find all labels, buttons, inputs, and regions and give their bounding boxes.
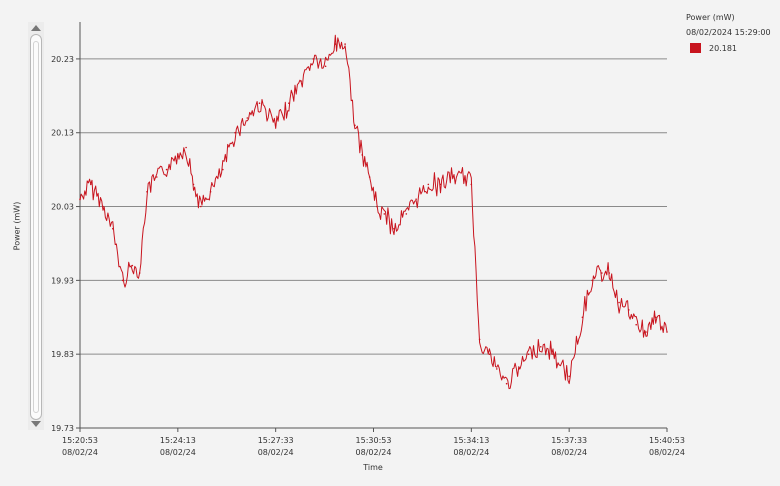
- data-point: [102, 205, 104, 208]
- tick-labels: 19.73 19.83 19.93 20.03 20.13 20.23 15:20:53 08…: [51, 55, 685, 457]
- x-tick-date-label: 08/02/24: [551, 448, 587, 457]
- data-point: [439, 183, 442, 186]
- data-point: [79, 198, 81, 200]
- y-axis-label: Power (mW): [12, 201, 22, 251]
- data-point: [666, 331, 668, 333]
- x-tick-time-label: 15:27:33: [258, 436, 294, 445]
- data-point: [312, 58, 315, 60]
- data-point: [628, 309, 630, 311]
- data-point: [608, 272, 611, 274]
- scroll-up-arrow-icon[interactable]: [31, 25, 41, 31]
- data-point: [601, 272, 603, 274]
- data-point: [368, 176, 371, 178]
- legend-value: 20.181: [709, 43, 737, 53]
- data-point: [540, 346, 542, 348]
- x-tick-time-label: 15:37:33: [551, 436, 587, 445]
- y-tick-label: 20.03: [51, 203, 74, 212]
- data-point: [383, 213, 386, 215]
- data-point: [393, 227, 395, 230]
- data-point: [505, 382, 508, 385]
- data-point: [234, 131, 236, 134]
- x-tick-date-label: 08/02/24: [649, 448, 685, 457]
- data-point: [496, 368, 498, 370]
- data-point: [478, 338, 481, 341]
- data-point: [361, 154, 364, 156]
- data-point: [138, 272, 141, 274]
- data-point: [405, 213, 408, 215]
- data-point: [581, 316, 584, 319]
- data-point: [185, 146, 187, 149]
- data-point: [246, 117, 249, 119]
- legend: Power (mW) 08/02/2024 15:29:00 20.181: [686, 13, 771, 53]
- data-point: [415, 198, 417, 200]
- x-axis-label: Time: [363, 463, 383, 472]
- x-tick-time-label: 15:20:53: [62, 436, 98, 445]
- x-tick-date-label: 08/02/24: [62, 448, 98, 457]
- y-tick-label: 19.73: [51, 424, 74, 433]
- vertical-zoom-scrollbar[interactable]: [28, 22, 44, 430]
- data-point: [209, 191, 212, 193]
- data-point: [354, 124, 356, 127]
- data-point: [222, 168, 224, 171]
- data-point: [645, 331, 647, 333]
- data-point: [376, 205, 378, 208]
- data-point: [165, 168, 168, 171]
- data-point: [131, 264, 134, 267]
- series: [79, 34, 668, 390]
- y-tick-label: 20.13: [51, 129, 74, 138]
- plot-background: [80, 22, 667, 428]
- y-tick-label: 19.93: [51, 276, 74, 285]
- legend-swatch: [690, 43, 701, 53]
- data-point: [470, 183, 473, 186]
- data-point: [288, 102, 290, 104]
- data-point: [90, 183, 92, 186]
- data-point: [121, 279, 124, 282]
- data-point: [258, 102, 261, 104]
- x-tick-time-label: 15:30:53: [356, 436, 392, 445]
- data-point: [334, 43, 337, 45]
- data-point: [552, 353, 554, 356]
- data-point: [635, 323, 637, 326]
- x-tick-date-label: 08/02/24: [258, 448, 294, 457]
- data-point: [451, 176, 454, 178]
- x-tick-time-label: 15:40:53: [649, 436, 685, 445]
- data-point: [654, 316, 657, 319]
- x-tick-time-label: 15:24:13: [160, 436, 196, 445]
- data-point: [518, 368, 520, 370]
- data-point: [112, 227, 114, 230]
- data-point: [527, 353, 530, 356]
- data-point: [618, 301, 620, 304]
- legend-timestamp: 08/02/2024 15:29:00: [686, 28, 771, 37]
- data-point: [591, 279, 593, 282]
- data-point: [200, 205, 202, 208]
- data-point: [192, 183, 195, 186]
- x-tick-time-label: 15:34:13: [453, 436, 489, 445]
- x-tick-date-label: 08/02/24: [160, 448, 196, 457]
- x-tick-date-label: 08/02/24: [356, 448, 392, 457]
- data-point: [464, 176, 466, 178]
- data-point: [427, 183, 430, 186]
- axes: [76, 22, 668, 432]
- y-tick-label: 20.23: [51, 55, 74, 64]
- legend-entry: 20.181: [686, 43, 771, 53]
- data-point: [300, 80, 302, 82]
- data-point: [274, 124, 277, 127]
- data-point: [324, 65, 327, 68]
- y-tick-label: 19.83: [51, 350, 74, 359]
- power-series-line: [79, 34, 668, 390]
- x-tick-date-label: 08/02/24: [453, 448, 489, 457]
- data-point: [146, 191, 148, 193]
- scroll-thumb[interactable]: [30, 34, 42, 420]
- scroll-down-arrow-icon[interactable]: [31, 421, 41, 427]
- data-point: [344, 43, 346, 45]
- data-point: [177, 154, 179, 156]
- data-point: [568, 375, 570, 378]
- grid: [80, 22, 667, 428]
- legend-title: Power (mW): [686, 13, 735, 22]
- data-point: [488, 353, 491, 356]
- data-point: [156, 176, 158, 178]
